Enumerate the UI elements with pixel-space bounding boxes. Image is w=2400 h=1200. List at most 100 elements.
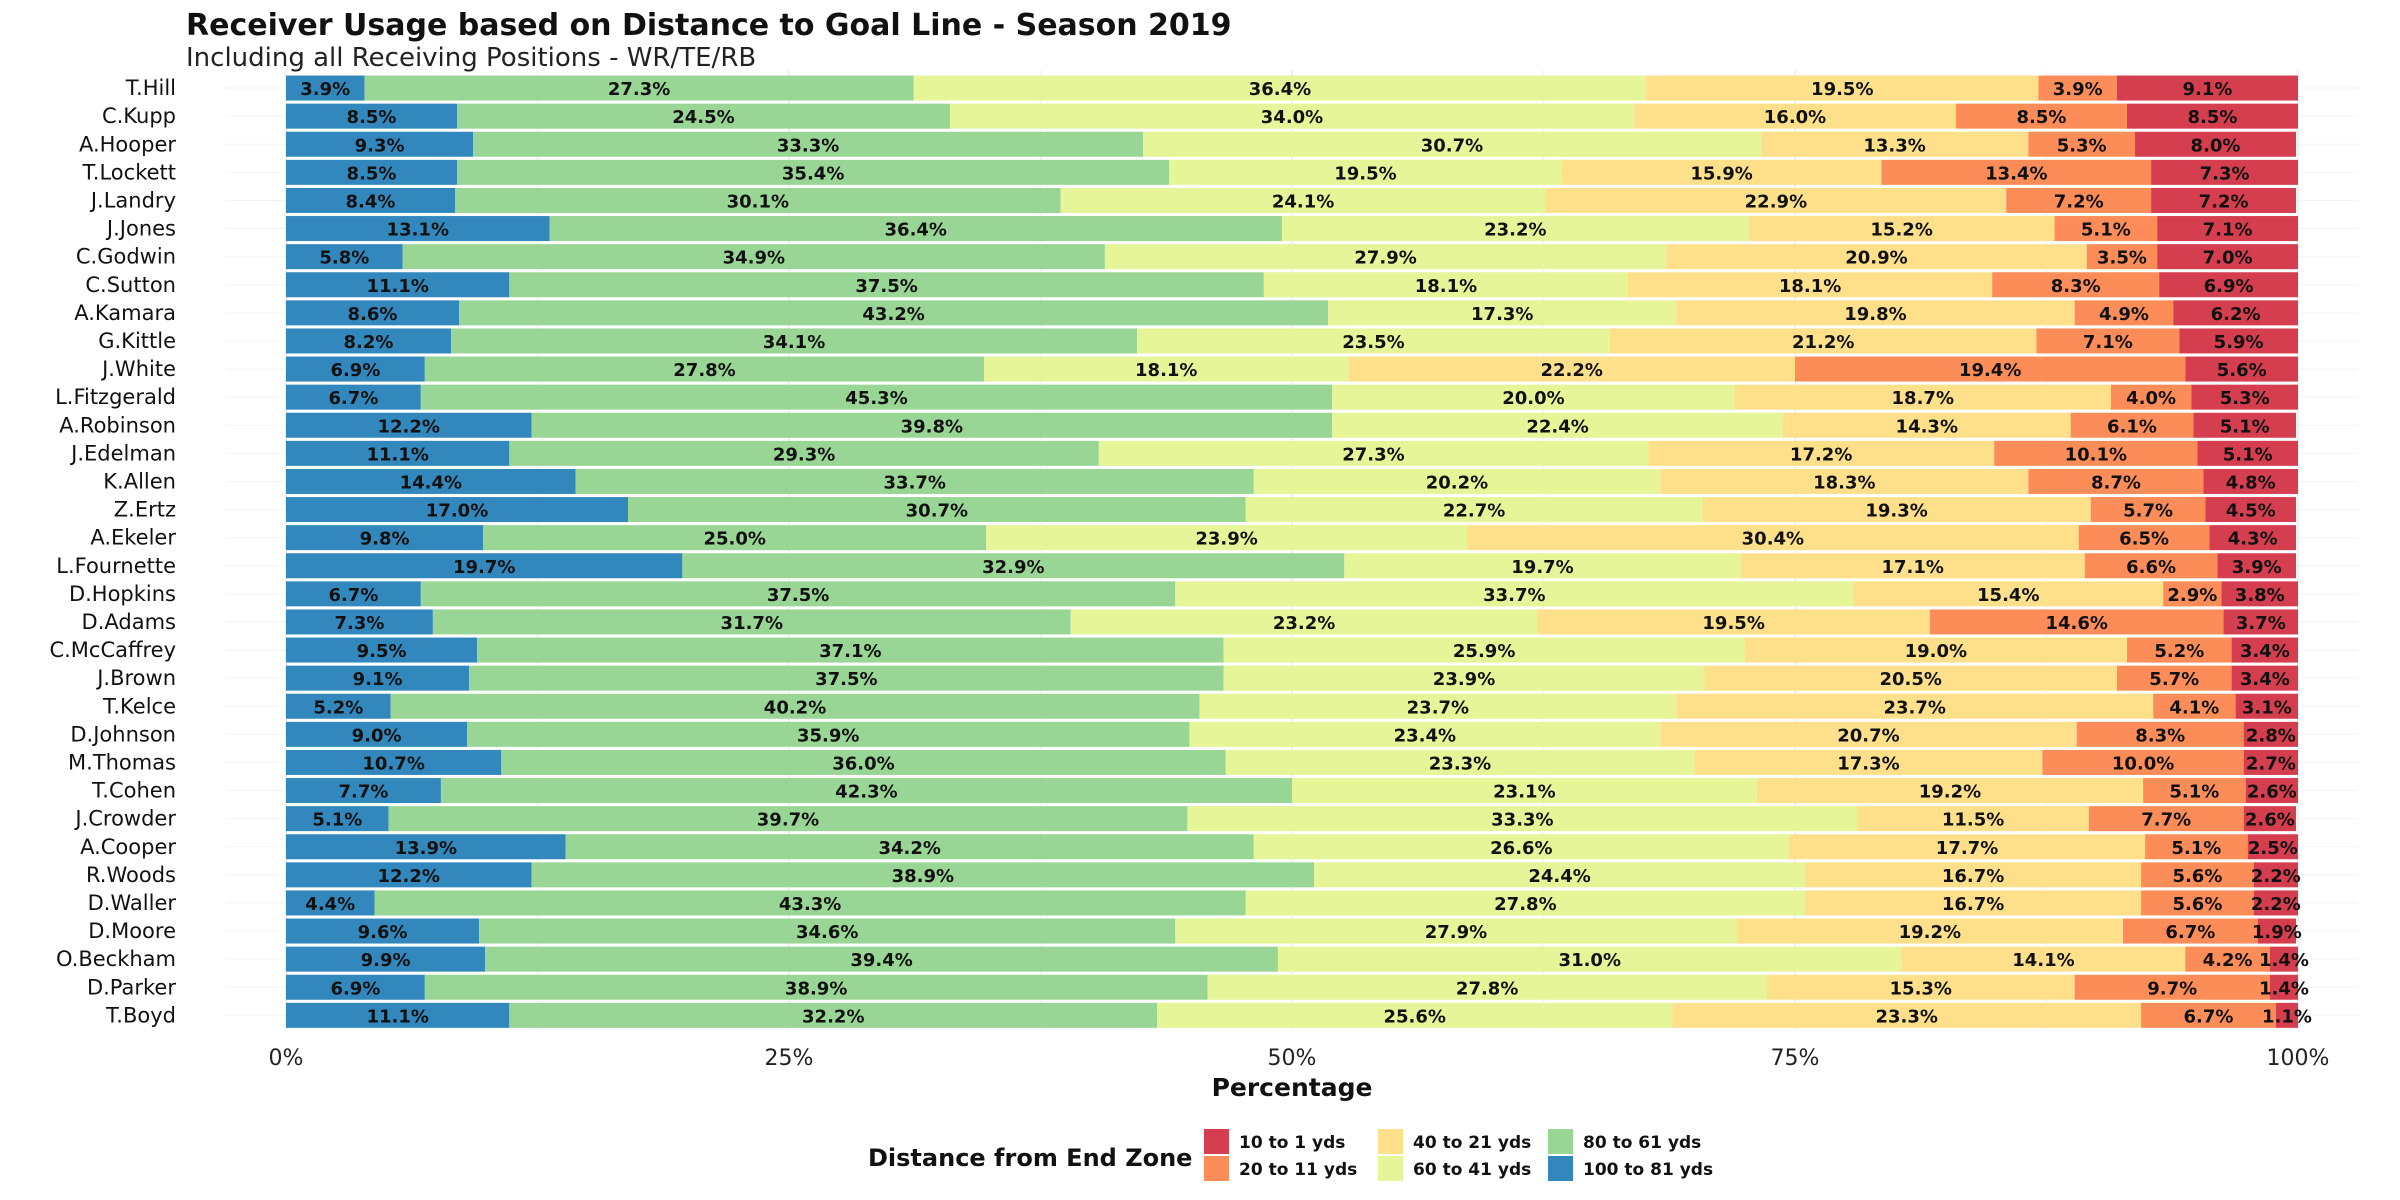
bar-value-label: 2.2% [2251,866,2301,887]
bar-value-label: 5.6% [2217,360,2267,381]
bar-value-label: 3.4% [2240,641,2290,662]
bar-value-label: 25.9% [1453,641,1515,662]
bar-value-label: 15.3% [1890,978,1952,999]
bar-segment [286,581,421,607]
bar-value-label: 2.5% [2248,838,2298,859]
category-label: Z.Ertz [114,498,176,522]
bar-value-label: 1.9% [2252,922,2302,943]
bar-value-label: 11.1% [366,276,428,297]
bar-value-label: 8.6% [348,304,398,325]
bar-segment [2253,862,2298,888]
bar-segment [1666,244,2087,270]
bar-value-label: 3.4% [2240,669,2290,690]
bar-value-label: 20.2% [1426,472,1488,493]
category-label: J.Landry [89,188,176,212]
bar-value-label: 9.8% [360,529,410,550]
bar-segment [457,159,1170,185]
bar-segment [2116,75,2298,101]
bar-segment [1187,806,1858,832]
bar-value-label: 19.5% [1702,613,1764,634]
category-label: A.Hooper [79,132,176,156]
bar-value-label: 2.2% [2251,894,2301,915]
bar-segment [432,609,1071,635]
bar-segment [1223,637,1745,663]
bar-segment [2163,581,2222,607]
bar-segment [286,834,566,860]
bar-value-label: 17.3% [1837,753,1899,774]
bar-value-label: 38.9% [892,866,954,887]
category-label: D.Parker [87,975,176,999]
bar-value-label: 5.6% [2172,894,2222,915]
bar-value-label: 5.1% [2169,782,2219,803]
bar-value-label: 30.4% [1742,529,1804,550]
bar-value-label: 3.5% [2097,248,2147,269]
bar-value-label: 16.0% [1764,107,1826,128]
bar-value-label: 4.8% [2226,472,2276,493]
bar-value-label: 22.7% [1443,501,1505,522]
bar-value-label: 27.8% [673,360,735,381]
bar-segment [986,525,1468,551]
bar-segment [286,749,502,775]
bar-value-label: 6.9% [330,978,380,999]
bar-value-label: 37.5% [767,585,829,606]
bar-segment [286,468,576,494]
bar-value-label: 34.2% [878,838,940,859]
bar-value-label: 14.4% [400,472,462,493]
bar-value-label: 23.1% [1493,782,1555,803]
bar-value-label: 23.2% [1273,613,1335,634]
bar-segment [1760,131,2029,157]
bar-value-label: 21.2% [1792,332,1854,353]
bar-segment [1955,103,2127,129]
bar-value-label: 13.3% [1863,135,1925,156]
bar-segment [2157,216,2298,242]
bar-value-label: 6.9% [330,360,380,381]
bar-segment [450,328,1138,354]
bar-value-label: 17.0% [426,501,488,522]
x-tick-label: 50% [1268,1046,1317,1071]
bar-value-label: 4.1% [2169,697,2219,718]
bar-segment [2070,412,2194,438]
bar-segment [440,778,1292,804]
bar-value-label: 8.7% [2091,472,2141,493]
bar-segment [286,778,441,804]
bar-segment [286,609,433,635]
bar-segment [1060,187,1546,213]
bar-segment [1277,946,1902,972]
bar-segment [1881,159,2152,185]
category-label: C.Godwin [76,245,176,269]
bar-value-label: 31.7% [721,613,783,634]
bar-value-label: 27.9% [1354,248,1416,269]
bar-value-label: 6.7% [328,585,378,606]
bar-segment [485,946,1278,972]
bar-segment [1098,440,1649,466]
bar-segment [286,918,480,944]
bar-value-label: 5.3% [2057,135,2107,156]
bar-value-label: 43.3% [779,894,841,915]
bar-segment [1207,974,1767,1000]
bar-segment [2275,1002,2298,1028]
bar-segment [2028,468,2204,494]
bar-value-label: 18.3% [1813,472,1875,493]
bar-value-label: 14.6% [2045,613,2107,634]
category-label: D.Johnson [70,722,176,746]
bar-value-label: 37.5% [815,669,877,690]
category-label: T.Lockett [81,160,176,184]
bar-value-label: 30.1% [727,191,789,212]
category-label: A.Ekeler [90,526,176,550]
bar-value-label: 19.3% [1865,501,1927,522]
bar-value-label: 45.3% [845,388,907,409]
bar-segment [1070,609,1538,635]
bar-value-label: 2.9% [2167,585,2217,606]
bar-value-label: 6.5% [2119,529,2169,550]
bar-value-label: 37.5% [855,276,917,297]
bar-value-label: 19.0% [1905,641,1967,662]
bar-segment [2151,187,2296,213]
bar-segment [2221,581,2298,607]
bar-segment [286,356,425,382]
bar-value-label: 8.3% [2051,276,2101,297]
bar-segment [2036,328,2180,354]
bar-segment [2231,637,2298,663]
bar-value-label: 2.6% [2245,810,2295,831]
bar-segment [286,637,478,663]
bar-value-label: 8.5% [2017,107,2067,128]
